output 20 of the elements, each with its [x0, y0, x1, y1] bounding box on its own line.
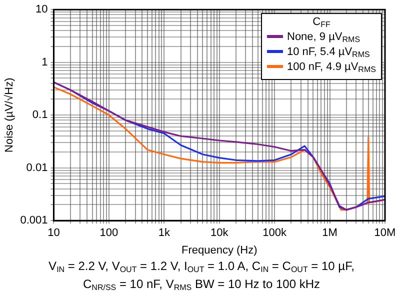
text: V$_{IN}$ = 2.2 V, V$_{OUT}$ = 1.2 V, I$_{OUT}$ = 1.0 A, C$_{IN}$ = C$_{OUT}$ = 10 µF,: [48, 259, 354, 274]
x-tick-label: 10M: [374, 227, 396, 240]
legend-label: 100 nF, 4.9 µV$_{RMS}$: [286, 60, 376, 76]
x-tick-label: 1M: [322, 227, 338, 240]
text: C$_{NR/SS}$ = 10 nF, V$_{RMS}$ BW = 10 Hz to 100 kHz: [83, 277, 320, 292]
y-tick-label: 10: [35, 4, 48, 16]
x-tick-label: 10: [48, 227, 60, 240]
y-axis-title: Noise (µV/√Hz): [4, 78, 16, 152]
x-tick-label: 10k: [210, 227, 229, 240]
y-tick-label: 0.01: [26, 162, 48, 174]
legend-label: 10 nF, 5.4 µV$_{RMS}$: [286, 46, 371, 61]
legend-label: None, 9 µV$_{RMS}$: [286, 30, 362, 46]
y-tick-label: 1: [42, 56, 48, 68]
x-tick-label: 100: [100, 227, 118, 240]
y-tick-label: 0.001: [20, 214, 48, 227]
y-tick-label: 0.1: [32, 109, 48, 122]
x-tick-label: 1k: [158, 227, 170, 240]
legend-title: C$_{FF}$: [312, 16, 332, 31]
x-axis-title: Frequency (Hz): [181, 244, 258, 256]
x-tick-label: 100k: [262, 227, 287, 240]
